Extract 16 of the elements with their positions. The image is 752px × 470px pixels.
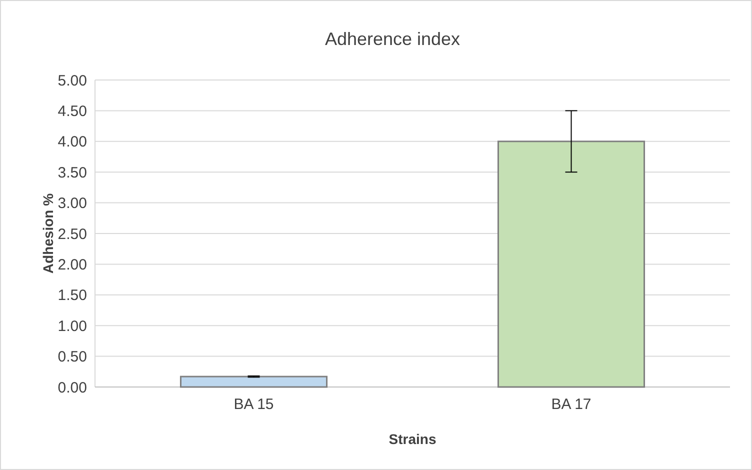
y-tick-label: 3.00 [58,195,87,212]
y-tick-label: 0.50 [58,348,87,366]
y-tick-label: 2.00 [58,256,87,274]
y-tick-label: 3.50 [58,164,87,182]
y-tick-label: 1.00 [58,318,87,335]
y-tick-label: 0.00 [58,379,87,396]
y-tick-label: 4.50 [58,102,87,120]
y-axis-title: Adhesion % [40,192,56,274]
y-tick-label: 1.50 [58,287,87,304]
x-axis-title: Strains [388,431,436,447]
y-tick-label: 2.50 [58,226,87,243]
y-tick-label: 5.00 [58,72,87,90]
x-tick-label: BA 15 [234,396,274,413]
chart-title: Adherence index [324,29,460,49]
x-tick-label: BA 17 [551,396,592,413]
y-tick-label: 4.00 [58,134,87,151]
